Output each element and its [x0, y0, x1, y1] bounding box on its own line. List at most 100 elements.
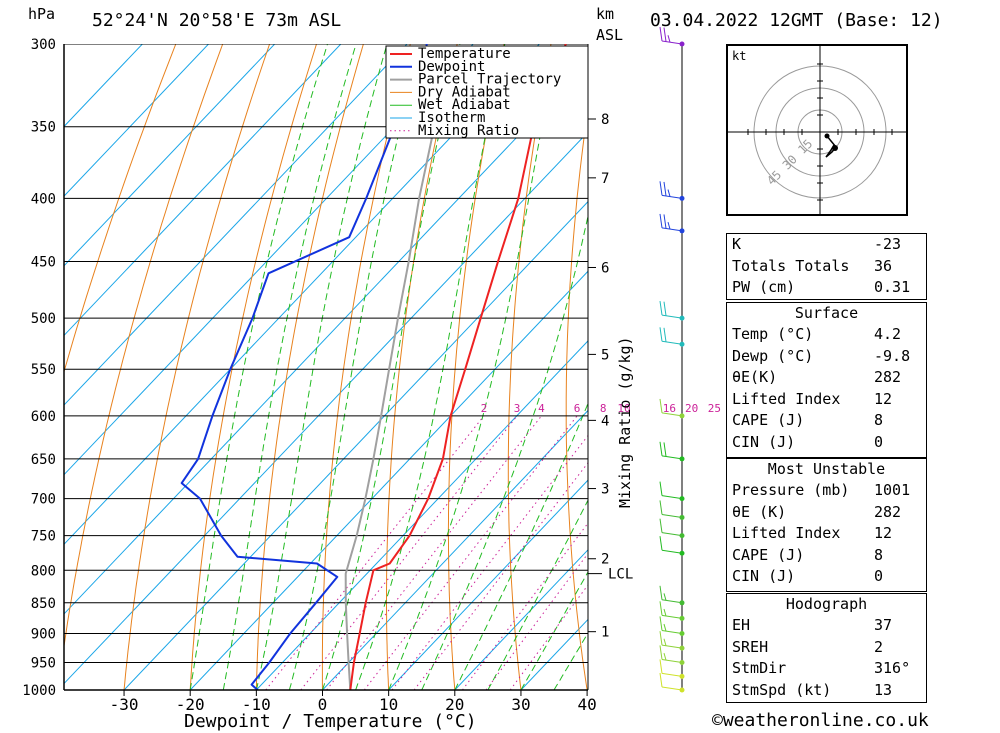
temperature-line — [349, 44, 567, 690]
wind-barb-flag — [659, 301, 663, 316]
isotherm-line — [255, 340, 588, 690]
info-label: θE(K) — [732, 368, 778, 386]
wind-barb-flag — [659, 659, 663, 674]
info-label: CIN (J) — [732, 567, 796, 585]
wind-barb-shaft — [661, 658, 683, 663]
legend-label: Wet Adiabat — [418, 97, 511, 113]
wind-barb-flag — [667, 189, 671, 197]
dewpoint-line — [180, 44, 428, 690]
info-row: CAPE (J) 8 — [727, 545, 926, 567]
info-row: SREH 2 — [727, 637, 926, 659]
info-value: 1001 — [874, 481, 911, 499]
pressure-tick-label: 650 — [31, 452, 56, 468]
wind-barb-shaft — [661, 549, 683, 554]
wind-barb-flag — [659, 616, 663, 631]
wind-barb-shaft — [661, 686, 683, 691]
wind-barb-flag — [659, 26, 663, 42]
parcel-trajectory-line — [344, 61, 451, 690]
height-tick-label: 4 — [601, 413, 609, 429]
pressure-tick-label: 750 — [31, 529, 56, 545]
info-row: PW (cm) 0.31 — [727, 277, 926, 299]
x-tick-label: 40 — [577, 695, 596, 714]
height-tick-label: 6 — [601, 260, 609, 276]
info-row: Temp (°C) 4.2 — [727, 324, 926, 346]
wind-barb-shaft — [661, 412, 683, 417]
isotherm-line — [64, 44, 209, 197]
wind-barb-flag — [659, 398, 663, 413]
pressure-tick-label: 300 — [31, 37, 56, 53]
x-tick-label: -10 — [242, 695, 271, 714]
pressure-tick-label: 350 — [31, 120, 56, 136]
height-unit-label: km — [596, 5, 615, 23]
wind-barb-flag — [663, 608, 667, 617]
mixing-ratio-label: 2 — [481, 402, 488, 415]
info-value: 12 — [874, 389, 893, 408]
hodograph-point — [824, 133, 830, 139]
isotherm-line — [454, 549, 588, 690]
mixing-ratio-line — [485, 552, 588, 690]
pressure-unit-label: hPa — [28, 5, 56, 23]
station-title: 52°24'N 20°58'E 73m ASL — [92, 10, 342, 31]
wind-barb-flag — [663, 27, 667, 42]
info-value: 8 — [874, 545, 884, 564]
info-label: CAPE (J) — [732, 411, 805, 429]
legend-label: Dry Adiabat — [418, 84, 511, 100]
info-label: Temp (°C) — [732, 325, 814, 343]
pressure-tick-label: 950 — [31, 655, 56, 671]
dry-adiabat-line — [189, 44, 317, 690]
wind-barb-shaft — [661, 644, 683, 649]
dry-adiabat-line — [255, 44, 364, 690]
wind-barb-shaft — [661, 599, 683, 604]
info-value: 4.2 — [874, 325, 902, 343]
info-label: StmDir — [732, 659, 787, 677]
isotherm-line — [64, 44, 408, 406]
info-row: EH 37 — [727, 615, 926, 637]
wind-barb-flag — [659, 645, 663, 660]
mixing-ratio-label: 8 — [600, 402, 607, 415]
wind-barb-flag — [659, 518, 663, 533]
info-label: θE (K) — [732, 502, 787, 521]
wind-barb-flag — [659, 672, 663, 688]
height-tick-label: 5 — [601, 347, 609, 363]
x-tick-label: 30 — [511, 695, 530, 714]
mixing-ratio-line — [461, 522, 588, 690]
info-row: CIN (J) 0 — [727, 432, 926, 454]
legend-label: Isotherm — [418, 110, 485, 126]
hodograph-ring-label: 15 — [795, 137, 815, 157]
box-title: Most Unstable — [767, 460, 886, 478]
info-value: 0 — [874, 432, 884, 451]
wet-adiabat-line — [222, 44, 357, 690]
info-value: 0.31 — [874, 278, 911, 296]
pressure-tick-label: 600 — [31, 409, 56, 425]
info-row: θE(K) 282 — [727, 367, 926, 389]
wind-barb-flag — [663, 623, 667, 632]
info-row: CAPE (J) 8 — [727, 410, 926, 432]
info-value: -23 — [874, 235, 902, 253]
indices-box: K -23 Totals Totals 36 PW (cm) 0.31 — [726, 233, 927, 300]
wind-barb-flag — [659, 536, 663, 551]
hodograph-unit: kt — [732, 49, 746, 63]
x-tick-label: 0 — [318, 695, 328, 714]
wind-barb-flag — [663, 327, 667, 342]
mixing-ratio-label: 25 — [708, 402, 721, 415]
isotherm-line — [189, 270, 588, 690]
legend-box — [385, 45, 589, 139]
wind-barb-shaft — [661, 227, 683, 232]
info-label: SREH — [732, 637, 769, 656]
info-row: StmDir 316° — [727, 658, 926, 680]
isotherm-line — [322, 409, 588, 690]
wind-barb-flag — [663, 301, 667, 316]
wet-adiabat-line — [189, 44, 328, 690]
box-title: Hodograph — [785, 595, 868, 613]
mixing-ratio-label: 4 — [538, 402, 545, 415]
mixing-ratio-label: 20 — [685, 402, 698, 415]
mixing-ratio-line — [509, 584, 588, 690]
dry-adiabat-line — [677, 44, 720, 690]
lcl-label: LCL — [608, 567, 633, 583]
info-value: 282 — [874, 502, 902, 521]
credit-link[interactable]: ©weatheronline.co.uk — [712, 710, 929, 731]
x-tick-label: -30 — [110, 695, 139, 714]
isotherm-line — [64, 44, 540, 546]
